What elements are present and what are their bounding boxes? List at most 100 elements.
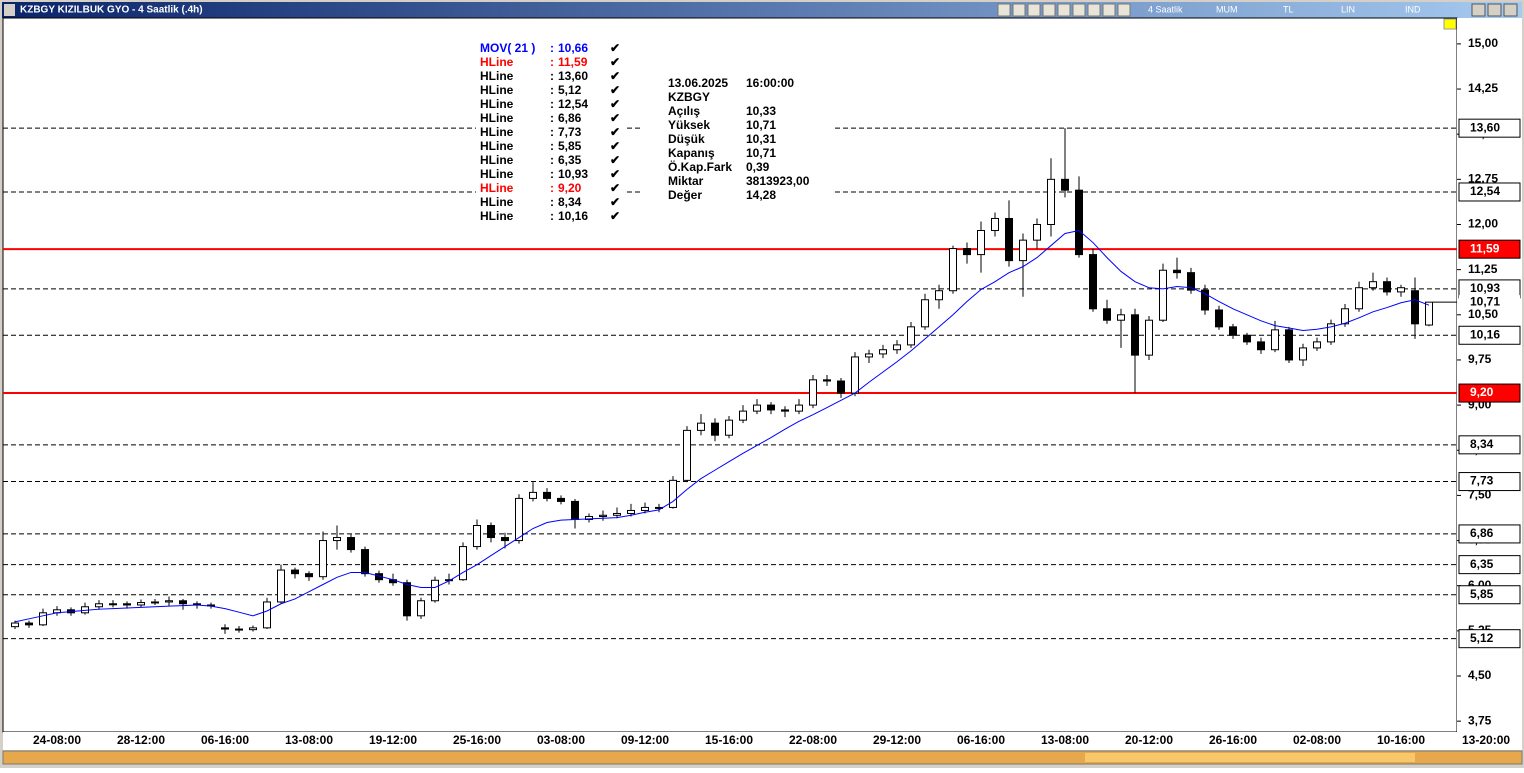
candle-body — [403, 582, 411, 617]
legend-colon: : — [550, 153, 554, 167]
legend-colon: : — [550, 167, 554, 181]
legend-check[interactable]: ✔ — [610, 181, 620, 195]
y-tick-label: 7,50 — [1468, 488, 1492, 502]
candle-body — [963, 248, 971, 256]
candle-body — [1229, 326, 1237, 336]
candle-body — [1047, 178, 1055, 225]
info-label: Yüksek — [668, 118, 710, 132]
legend-check[interactable]: ✔ — [610, 125, 620, 139]
legend-name: HLine — [480, 55, 514, 69]
x-tick-label: 28-12:00 — [117, 733, 165, 747]
legend-colon: : — [550, 125, 554, 139]
tool-icon[interactable] — [1012, 3, 1026, 17]
hline-axis-box — [1458, 325, 1521, 345]
panel-button[interactable] — [1443, 18, 1457, 30]
candle-body — [851, 356, 859, 394]
hline-axis-label: 10,93 — [1470, 281, 1500, 295]
tool-icon[interactable] — [1027, 3, 1041, 17]
close-button[interactable] — [4, 4, 15, 16]
candle-body — [599, 514, 607, 517]
legend-value: 12,54 — [558, 97, 588, 111]
candle-body — [1019, 239, 1027, 262]
legend-value: 6,35 — [558, 153, 582, 167]
candle-body — [1187, 272, 1195, 291]
legend-check[interactable]: ✔ — [610, 139, 620, 153]
toolbar-item[interactable]: IND — [1405, 4, 1421, 14]
toolbar-item[interactable]: 4 Saatlik — [1148, 4, 1183, 14]
legend-value: 10,16 — [558, 209, 588, 223]
toolbar-item[interactable]: LIN — [1341, 4, 1355, 14]
legend-check[interactable]: ✔ — [610, 209, 620, 223]
title-bar — [2, 2, 1522, 18]
hline-axis-label: 11,59 — [1470, 241, 1500, 255]
hline-axis-box — [1458, 118, 1521, 138]
current-time-label: 13-20:00 — [1462, 733, 1510, 747]
legend-name: HLine — [480, 209, 514, 223]
candle-body — [221, 627, 229, 630]
toolbar-item[interactable]: TL — [1283, 4, 1294, 14]
candle-body — [1369, 281, 1377, 289]
info-label: Açılış — [668, 104, 700, 118]
info-value: 10,71 — [746, 118, 776, 132]
x-tick-label: 13-08:00 — [285, 733, 333, 747]
hline-axis-box — [1458, 239, 1521, 259]
info-label: Değer — [668, 188, 702, 202]
toolbar-item[interactable]: MUM — [1216, 4, 1238, 14]
hline-axis-label: 9,20 — [1470, 385, 1494, 399]
last-price-label: 10,71 — [1470, 294, 1500, 308]
scroll-thumb[interactable] — [1085, 753, 1415, 762]
window-button[interactable] — [1471, 3, 1486, 17]
candle-body — [1005, 217, 1013, 262]
tool-icon[interactable] — [1087, 3, 1101, 17]
candle-body — [25, 622, 33, 626]
candle-body — [1173, 269, 1181, 274]
hline-axis-label: 12,54 — [1470, 184, 1500, 198]
candle-body — [347, 537, 355, 551]
tool-icon[interactable] — [1057, 3, 1071, 17]
x-tick-label: 06-16:00 — [201, 733, 249, 747]
hline-axis-label: 6,35 — [1470, 557, 1494, 571]
legend-check[interactable]: ✔ — [610, 195, 620, 209]
legend-check[interactable]: ✔ — [610, 111, 620, 125]
hline-axis-box — [1458, 524, 1521, 544]
window-button[interactable] — [1503, 3, 1518, 17]
candle-body — [627, 509, 635, 514]
tool-icon[interactable] — [1102, 3, 1116, 17]
chart: 3,754,505,256,006,757,508,259,009,7510,5… — [3, 36, 1521, 747]
y-tick-label: 4,50 — [1468, 668, 1492, 682]
legend-name: HLine — [480, 139, 514, 153]
x-tick-label: 03-08:00 — [537, 733, 585, 747]
legend-value: 7,73 — [558, 125, 582, 139]
tool-icon[interactable] — [1042, 3, 1056, 17]
info-label: Ö.Kap.Fark — [668, 159, 732, 174]
candle-body — [1075, 189, 1083, 256]
legend-check[interactable]: ✔ — [610, 55, 620, 69]
candle-body — [529, 491, 537, 499]
y-tick-label: 12,00 — [1468, 217, 1498, 231]
candle-body — [235, 628, 243, 631]
legend-check[interactable]: ✔ — [610, 83, 620, 97]
window-button[interactable] — [1487, 3, 1502, 17]
tool-icon[interactable] — [1117, 3, 1131, 17]
legend-check[interactable]: ✔ — [610, 153, 620, 167]
legend-check[interactable]: ✔ — [610, 41, 620, 55]
x-tick-label: 20-12:00 — [1125, 733, 1173, 747]
info-value: 10,33 — [746, 104, 776, 118]
hline-axis-box — [1458, 435, 1521, 455]
legend-check[interactable]: ✔ — [610, 167, 620, 181]
legend-colon: : — [550, 97, 554, 111]
candle-body — [711, 422, 719, 436]
tool-icon[interactable] — [997, 3, 1011, 17]
legend-colon: : — [550, 195, 554, 209]
legend-colon: : — [550, 55, 554, 69]
y-tick-label: 14,25 — [1468, 81, 1498, 95]
candle-body — [991, 217, 999, 232]
candle-body — [305, 573, 313, 578]
legend-check[interactable]: ✔ — [610, 97, 620, 111]
legend-check[interactable]: ✔ — [610, 69, 620, 83]
candle-body — [823, 379, 831, 382]
tool-icon[interactable] — [1072, 3, 1086, 17]
candle-body — [1425, 301, 1433, 326]
legend-name: HLine — [480, 153, 514, 167]
